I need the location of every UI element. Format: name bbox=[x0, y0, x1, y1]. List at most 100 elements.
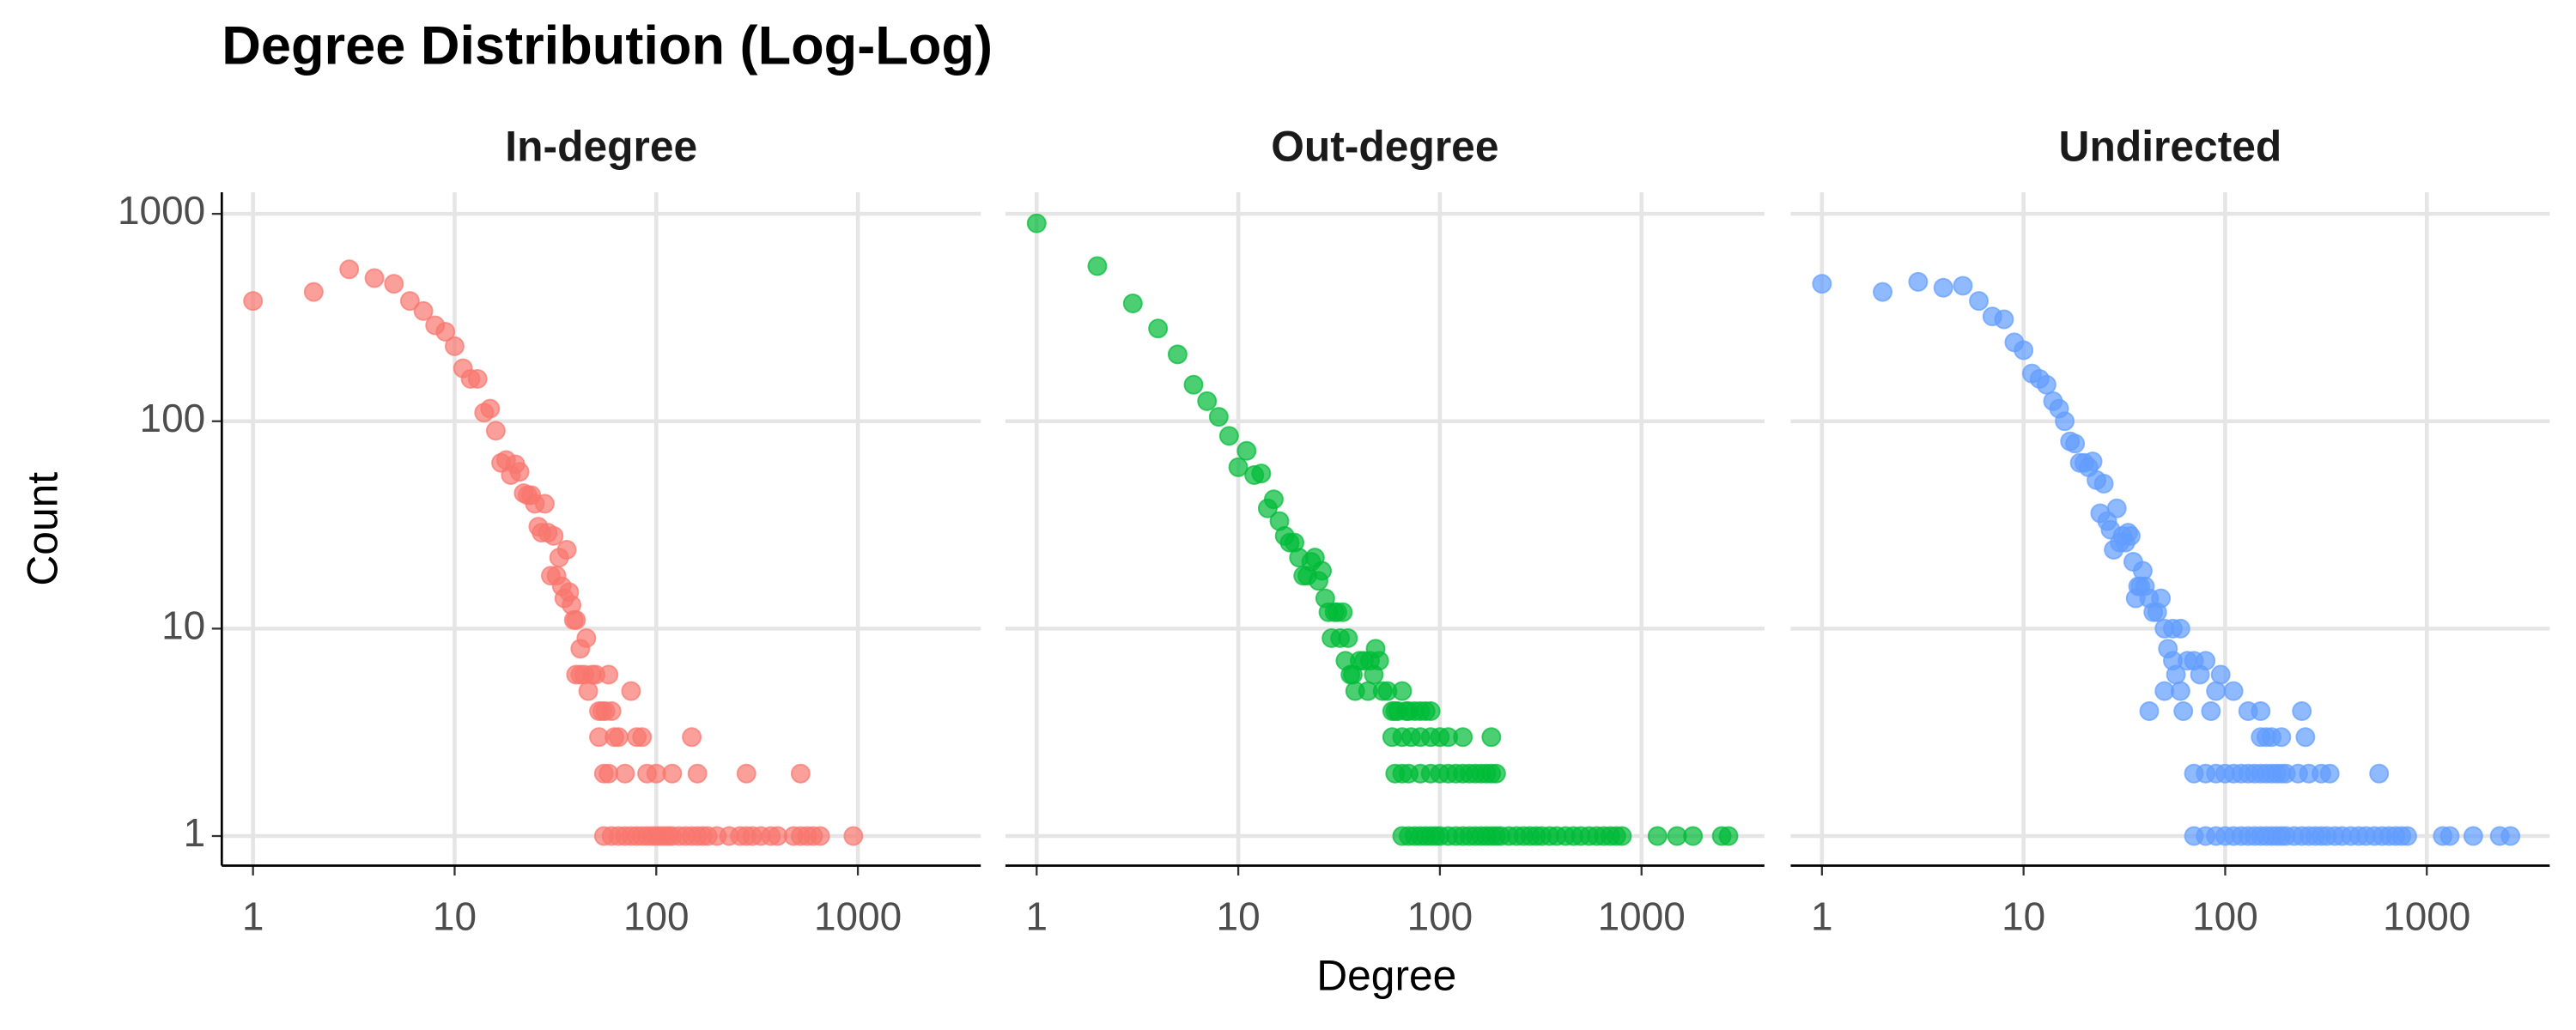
point bbox=[1236, 440, 1257, 461]
point bbox=[598, 664, 619, 685]
point bbox=[1485, 763, 1506, 784]
point bbox=[413, 300, 434, 321]
point bbox=[2093, 474, 2114, 494]
point bbox=[2139, 701, 2160, 722]
point bbox=[243, 291, 264, 312]
point bbox=[682, 727, 702, 748]
panel-title: Out-degree bbox=[1271, 122, 1498, 170]
point bbox=[485, 421, 506, 441]
point bbox=[2170, 618, 2190, 639]
point bbox=[1333, 602, 1353, 622]
point bbox=[435, 322, 456, 342]
point bbox=[384, 274, 404, 294]
point bbox=[589, 727, 610, 748]
point bbox=[2036, 374, 2057, 395]
point bbox=[467, 368, 488, 389]
x-tick-label: 1 bbox=[1026, 894, 1048, 939]
point bbox=[2319, 763, 2340, 784]
point bbox=[2065, 433, 2086, 454]
point bbox=[810, 826, 830, 846]
point bbox=[1612, 826, 1632, 846]
point bbox=[2014, 340, 2034, 360]
point bbox=[1167, 344, 1188, 365]
x-tick-label: 10 bbox=[433, 894, 477, 939]
point bbox=[1392, 681, 1413, 701]
point bbox=[2500, 826, 2521, 846]
point bbox=[598, 763, 619, 784]
point bbox=[2439, 826, 2460, 846]
point bbox=[1873, 282, 1893, 302]
y-tick-label: 10 bbox=[161, 603, 205, 648]
point bbox=[662, 763, 683, 784]
point bbox=[1122, 293, 1143, 313]
point bbox=[1338, 627, 1358, 648]
point bbox=[736, 763, 756, 784]
point bbox=[364, 268, 385, 288]
point bbox=[1208, 407, 1229, 427]
point bbox=[2106, 498, 2127, 518]
chart-title: Degree Distribution (Log-Log) bbox=[222, 15, 993, 76]
x-tick-label: 100 bbox=[2192, 894, 2258, 939]
point bbox=[790, 763, 811, 784]
point bbox=[1647, 826, 1668, 846]
point bbox=[2082, 451, 2103, 472]
y-tick-label: 1 bbox=[184, 810, 206, 855]
point bbox=[2196, 651, 2216, 671]
point bbox=[578, 681, 598, 701]
y-axis-label: Count bbox=[19, 472, 67, 586]
panel-title: Undirected bbox=[2059, 122, 2282, 170]
point bbox=[1251, 464, 1272, 484]
x-tick-label: 100 bbox=[1407, 894, 1473, 939]
point bbox=[2369, 763, 2390, 784]
point bbox=[1969, 291, 1990, 312]
x-tick-label: 100 bbox=[623, 894, 690, 939]
point bbox=[1263, 489, 1284, 510]
point bbox=[615, 763, 635, 784]
y-tick-label: 100 bbox=[140, 396, 206, 440]
point bbox=[2295, 727, 2316, 748]
point bbox=[509, 462, 530, 482]
x-tick-label: 1000 bbox=[814, 894, 902, 939]
point bbox=[1228, 457, 1249, 477]
point bbox=[2173, 701, 2194, 722]
point bbox=[1218, 426, 1239, 446]
point bbox=[1994, 309, 2014, 330]
point bbox=[1312, 560, 1333, 581]
point bbox=[2397, 826, 2417, 846]
point bbox=[2463, 826, 2483, 846]
x-tick-label: 1000 bbox=[2383, 894, 2470, 939]
point bbox=[1933, 277, 1953, 298]
point bbox=[2055, 411, 2075, 432]
point bbox=[608, 727, 629, 748]
point bbox=[339, 259, 360, 280]
point bbox=[687, 763, 708, 784]
x-tick-label: 10 bbox=[2002, 894, 2045, 939]
y-tick-label: 1000 bbox=[118, 188, 205, 233]
point bbox=[621, 681, 641, 701]
x-tick-label: 1 bbox=[242, 894, 264, 939]
point bbox=[534, 494, 555, 514]
point bbox=[2151, 588, 2172, 609]
point bbox=[1683, 826, 1704, 846]
point bbox=[1087, 256, 1108, 276]
point bbox=[2271, 727, 2292, 748]
point bbox=[2170, 681, 2190, 701]
point bbox=[601, 701, 622, 722]
point bbox=[1026, 213, 1047, 233]
panel-title: In-degree bbox=[505, 122, 697, 170]
point bbox=[1183, 374, 1204, 395]
x-tick-label: 1000 bbox=[1598, 894, 1686, 939]
point bbox=[2201, 701, 2221, 722]
point bbox=[566, 609, 586, 630]
point bbox=[1812, 274, 1832, 294]
x-axis-label: Degree bbox=[1316, 952, 1456, 1000]
point bbox=[1953, 276, 1973, 296]
x-tick-label: 1 bbox=[1811, 894, 1833, 939]
point bbox=[2223, 681, 2244, 701]
point bbox=[480, 398, 501, 419]
x-tick-label: 10 bbox=[1217, 894, 1261, 939]
point bbox=[632, 727, 653, 748]
point bbox=[1420, 701, 1441, 722]
point bbox=[2210, 664, 2231, 685]
